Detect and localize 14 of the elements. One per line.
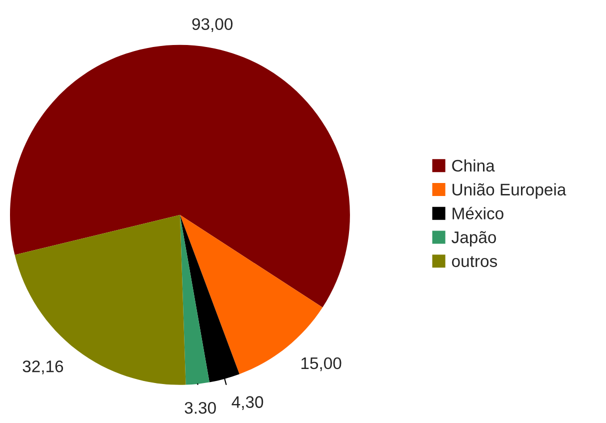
legend-label: China bbox=[452, 159, 495, 172]
data-label: 32,16 bbox=[22, 360, 64, 374]
legend-label: outros bbox=[452, 256, 498, 268]
pie-slice bbox=[10, 44, 350, 308]
data-label: 3.30 bbox=[184, 402, 216, 414]
data-label: 4,30 bbox=[232, 396, 264, 410]
legend-label: México bbox=[452, 206, 504, 220]
pie-slice bbox=[180, 214, 210, 385]
data-label: 15,00 bbox=[301, 357, 342, 372]
data-label: 93,00 bbox=[192, 18, 233, 32]
legend-label: União Europeia bbox=[452, 183, 566, 199]
pie-slice bbox=[180, 214, 240, 382]
pie-slice bbox=[14, 214, 186, 385]
legend-label: Japão bbox=[452, 231, 496, 247]
